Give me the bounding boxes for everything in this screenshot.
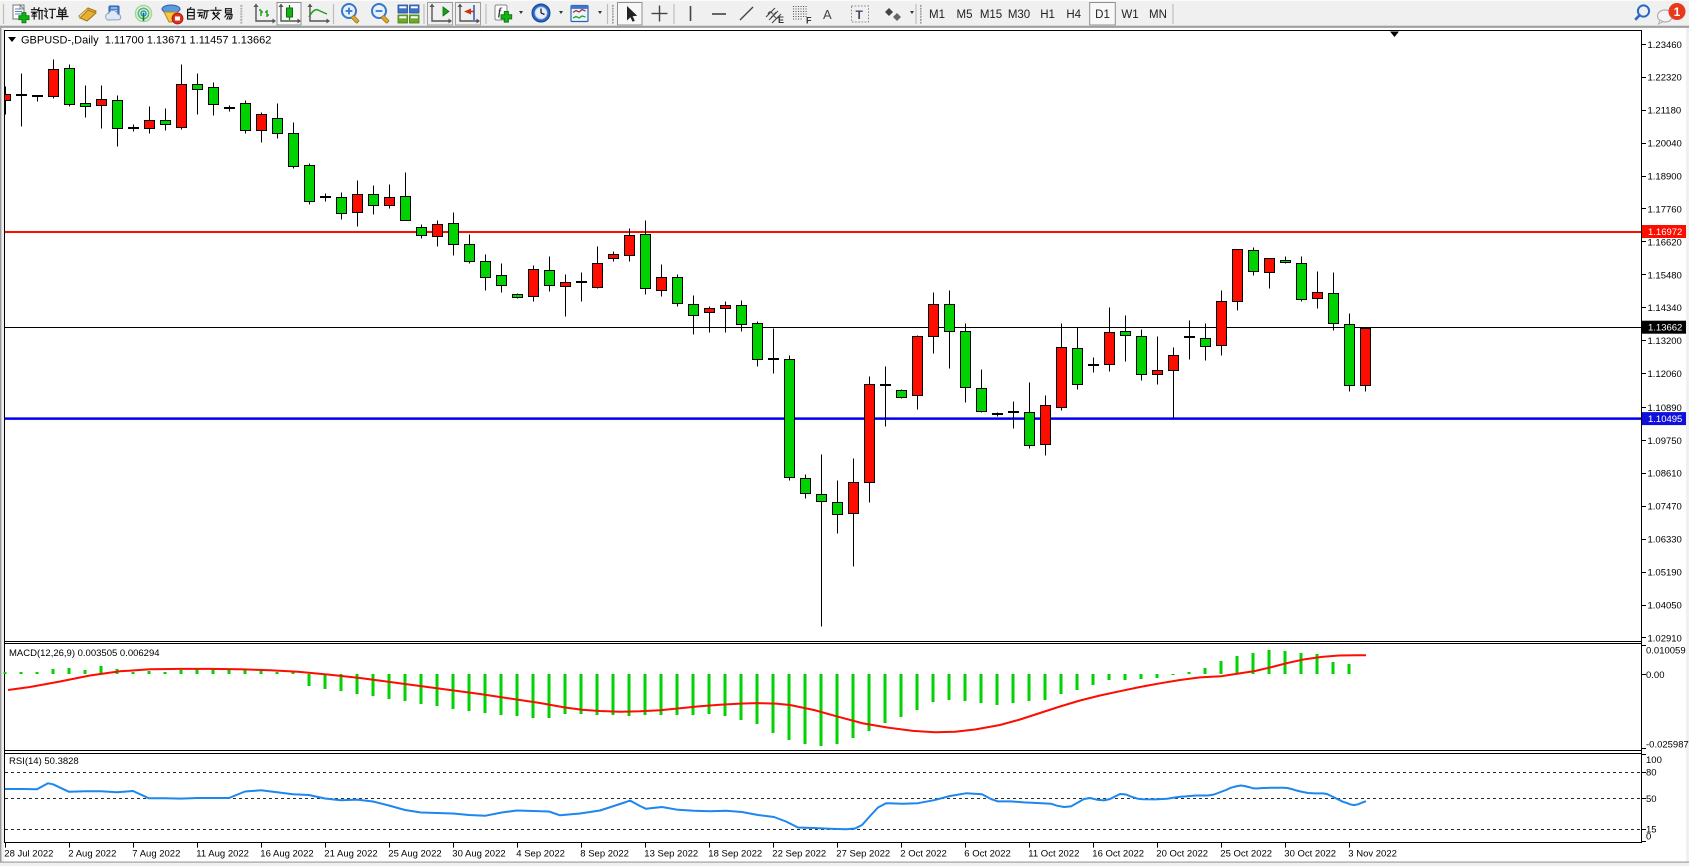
svg-text:1.20040: 1.20040 [1648, 139, 1682, 150]
svg-text:1.05190: 1.05190 [1648, 568, 1682, 579]
svg-text:E: E [778, 15, 784, 25]
svg-text:11 Oct 2022: 11 Oct 2022 [1028, 849, 1079, 860]
svg-text:f: f [498, 7, 503, 18]
svg-text:15: 15 [1646, 825, 1657, 836]
svg-text:F: F [806, 16, 812, 26]
svg-text:1.13200: 1.13200 [1648, 336, 1682, 347]
svg-text:GBPUSD-,Daily 1.11700 1.13671: GBPUSD-,Daily 1.11700 1.13671 1.11457 1.… [21, 35, 271, 47]
svg-text:1: 1 [1674, 5, 1681, 19]
svg-text:20 Oct 2022: 20 Oct 2022 [1156, 849, 1208, 860]
svg-text:1.18900: 1.18900 [1648, 172, 1682, 183]
svg-text:13 Sep 2022: 13 Sep 2022 [644, 849, 698, 860]
svg-text:M30: M30 [1008, 9, 1030, 21]
svg-text:16 Oct 2022: 16 Oct 2022 [1092, 849, 1144, 860]
svg-text:T: T [856, 8, 864, 22]
svg-text:M15: M15 [980, 9, 1002, 21]
svg-text:1.10890: 1.10890 [1648, 403, 1682, 414]
svg-text:8 Sep 2022: 8 Sep 2022 [580, 849, 629, 860]
svg-text:A: A [823, 7, 832, 22]
svg-text:50: 50 [1646, 794, 1657, 805]
svg-text:1.12060: 1.12060 [1648, 369, 1682, 380]
svg-text:3 Nov 2022: 3 Nov 2022 [1348, 849, 1397, 860]
svg-text:MN: MN [1149, 9, 1167, 21]
svg-text:1.21180: 1.21180 [1648, 106, 1682, 117]
svg-text:25 Aug 2022: 25 Aug 2022 [388, 849, 441, 860]
svg-text:1.06330: 1.06330 [1648, 535, 1682, 546]
svg-text:27 Sep 2022: 27 Sep 2022 [836, 849, 890, 860]
svg-text:1.16620: 1.16620 [1648, 237, 1682, 248]
svg-text:0.00: 0.00 [1646, 670, 1665, 681]
svg-text:W1: W1 [1121, 9, 1138, 21]
svg-text:4 Sep 2022: 4 Sep 2022 [516, 849, 565, 860]
svg-text:28 Jul 2022: 28 Jul 2022 [4, 849, 53, 860]
svg-text:1.17760: 1.17760 [1648, 204, 1682, 215]
svg-text:1.02910: 1.02910 [1648, 633, 1682, 644]
svg-text:1.08610: 1.08610 [1648, 469, 1682, 480]
svg-text:0.010059: 0.010059 [1646, 646, 1686, 657]
svg-text:M5: M5 [957, 9, 973, 21]
svg-text:1.04050: 1.04050 [1648, 601, 1682, 612]
svg-text:1.14340: 1.14340 [1648, 303, 1682, 314]
svg-text:11 Aug 2022: 11 Aug 2022 [196, 849, 249, 860]
svg-text:H4: H4 [1066, 9, 1081, 21]
svg-text:1.07470: 1.07470 [1648, 502, 1682, 513]
svg-text:1.10495: 1.10495 [1648, 414, 1682, 425]
svg-text:2 Oct 2022: 2 Oct 2022 [900, 849, 946, 860]
svg-text:80: 80 [1646, 768, 1657, 779]
svg-text:H1: H1 [1040, 9, 1055, 21]
svg-text:100: 100 [1646, 755, 1662, 766]
svg-text:0: 0 [1646, 832, 1651, 843]
svg-text:25 Oct 2022: 25 Oct 2022 [1220, 849, 1272, 860]
svg-text:1.15480: 1.15480 [1648, 270, 1682, 281]
svg-text:-0.025987: -0.025987 [1646, 740, 1689, 751]
svg-text:2 Aug 2022: 2 Aug 2022 [68, 849, 116, 860]
svg-text:7 Aug 2022: 7 Aug 2022 [132, 849, 180, 860]
svg-text:1.09750: 1.09750 [1648, 436, 1682, 447]
svg-text:30 Aug 2022: 30 Aug 2022 [452, 849, 505, 860]
svg-text:1.23460: 1.23460 [1648, 40, 1682, 51]
svg-text:1.22320: 1.22320 [1648, 73, 1682, 84]
svg-text:D1: D1 [1095, 9, 1110, 21]
svg-text:30 Oct 2022: 30 Oct 2022 [1284, 849, 1336, 860]
svg-text:1.13662: 1.13662 [1648, 323, 1682, 334]
svg-text:1.16972: 1.16972 [1648, 227, 1682, 238]
svg-text:RSI(14) 50.3828: RSI(14) 50.3828 [9, 756, 79, 767]
svg-text:16 Aug 2022: 16 Aug 2022 [260, 849, 313, 860]
svg-text:18 Sep 2022: 18 Sep 2022 [708, 849, 762, 860]
svg-text:22 Sep 2022: 22 Sep 2022 [772, 849, 826, 860]
svg-text:M1: M1 [929, 9, 945, 21]
svg-text:MACD(12,26,9) 0.003505 0.00629: MACD(12,26,9) 0.003505 0.006294 [9, 648, 160, 659]
svg-text:6 Oct 2022: 6 Oct 2022 [964, 849, 1010, 860]
svg-text:21 Aug 2022: 21 Aug 2022 [324, 849, 377, 860]
